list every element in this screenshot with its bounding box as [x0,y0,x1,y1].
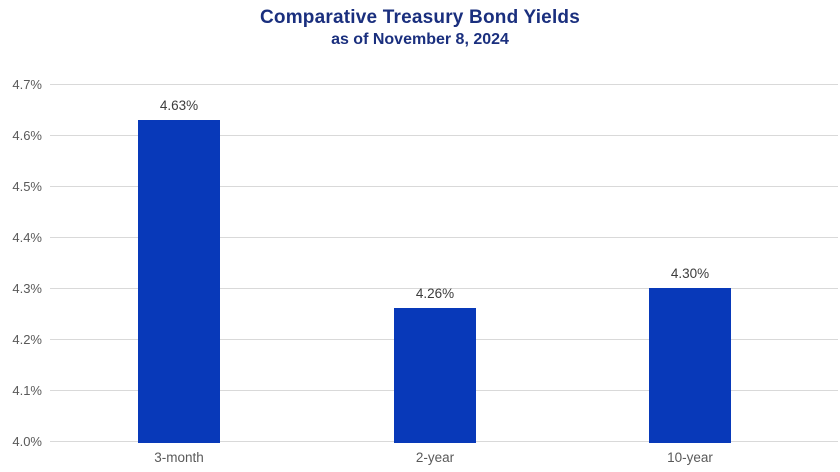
bar-value-label: 4.26% [415,286,455,301]
y-axis-tick-label: 4.1% [12,383,42,398]
y-axis-tick-label: 4.5% [12,179,42,194]
gridline [50,237,838,238]
x-axis-category-label: 3-month [154,450,204,465]
gridline [50,288,838,289]
bar-value-label: 4.63% [159,98,199,113]
y-axis-tick-label: 4.0% [12,434,42,449]
bar-10-year [649,288,731,443]
x-axis-category-label: 10-year [667,450,713,465]
gridline [50,84,838,85]
chart-title: Comparative Treasury Bond Yields [259,7,580,28]
chart-subtitle: as of November 8, 2024 [331,31,509,48]
gridline [50,186,838,187]
y-axis-tick-label: 4.2% [12,332,42,347]
bar-3-month [138,120,220,443]
bar-2-year [394,308,476,443]
x-axis-category-label: 2-year [415,450,455,465]
bar-value-label: 4.30% [670,266,710,281]
y-axis-tick-label: 4.7% [12,77,42,92]
y-axis-tick-label: 4.3% [12,281,42,296]
gridline [50,135,838,136]
y-axis-tick-label: 4.4% [12,230,42,245]
y-axis-tick-label: 4.6% [12,128,42,143]
